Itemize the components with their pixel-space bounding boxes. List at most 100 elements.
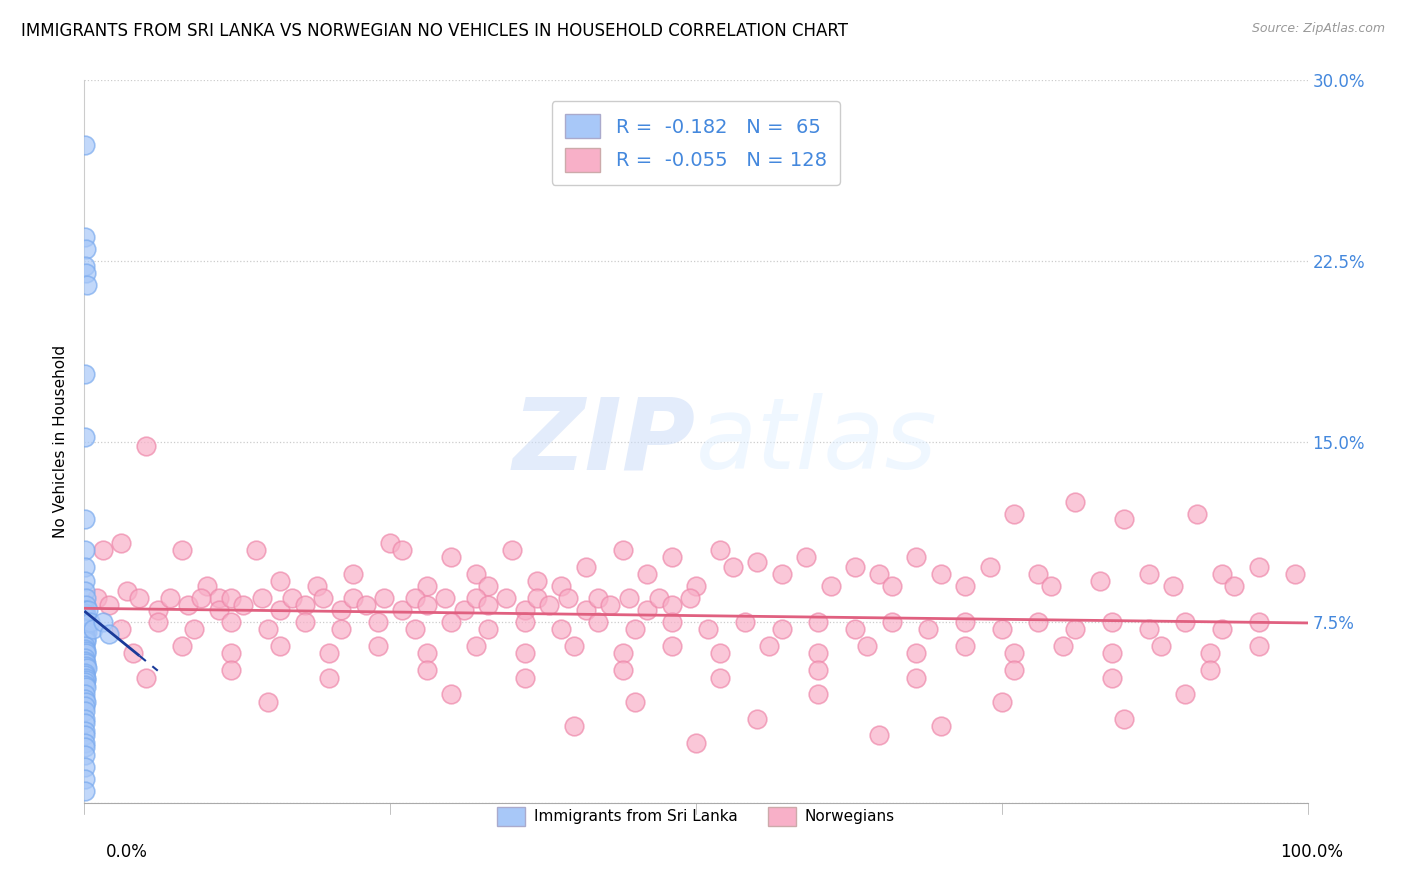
Point [73, 784, 96, 798]
Point [73, 230, 96, 244]
Point [269, 603, 291, 617]
Point [709, 647, 731, 661]
Point [219, 591, 242, 606]
Point [820, 579, 842, 593]
Point [367, 615, 389, 630]
Point [477, 579, 499, 593]
Point [624, 695, 647, 709]
Point [73, 615, 96, 630]
Point [75, 704, 97, 718]
Point [97, 627, 120, 641]
Point [110, 535, 132, 549]
Point [807, 615, 830, 630]
Point [477, 623, 499, 637]
Point [661, 615, 683, 630]
Point [250, 591, 273, 606]
Point [869, 567, 891, 582]
Point [75, 644, 97, 658]
Point [73, 542, 96, 557]
Point [709, 542, 731, 557]
Point [1284, 567, 1306, 582]
Point [550, 623, 572, 637]
Point [135, 671, 157, 685]
Point [75, 728, 97, 742]
Point [73, 747, 96, 762]
Point [905, 647, 928, 661]
Point [391, 542, 413, 557]
Point [648, 591, 671, 606]
Point [183, 623, 205, 637]
Point [617, 591, 640, 606]
Point [75, 658, 97, 673]
Point [75, 606, 97, 620]
Point [312, 591, 335, 606]
Point [550, 579, 572, 593]
Text: IMMIGRANTS FROM SRI LANKA VS NORWEGIAN NO VEHICLES IN HOUSEHOLD CORRELATION CHAR: IMMIGRANTS FROM SRI LANKA VS NORWEGIAN N… [21, 22, 848, 40]
Point [636, 567, 658, 582]
Point [513, 671, 536, 685]
Point [330, 623, 353, 637]
Point [86, 591, 108, 606]
Point [1211, 567, 1233, 582]
Point [953, 615, 976, 630]
Point [1064, 623, 1087, 637]
Point [73, 687, 96, 701]
Point [575, 559, 598, 574]
Point [232, 599, 254, 613]
Point [91, 615, 114, 630]
Point [219, 647, 242, 661]
Point [75, 632, 97, 646]
Point [679, 591, 702, 606]
Point [464, 567, 486, 582]
Point [269, 639, 291, 653]
Point [75, 641, 97, 656]
Point [73, 639, 96, 653]
Point [391, 603, 413, 617]
Point [208, 603, 231, 617]
Point [612, 647, 634, 661]
Point [73, 603, 96, 617]
Point [1002, 647, 1025, 661]
Point [464, 639, 486, 653]
Point [380, 535, 402, 549]
Y-axis label: No Vehicles in Household: No Vehicles in Household [53, 345, 69, 538]
Point [75, 673, 97, 687]
Point [76, 661, 98, 675]
Point [1174, 687, 1197, 701]
Point [73, 559, 96, 574]
Point [128, 591, 150, 606]
Point [685, 579, 707, 593]
Point [1028, 615, 1050, 630]
Point [770, 623, 793, 637]
Point [526, 574, 548, 589]
Point [464, 591, 486, 606]
Point [367, 639, 389, 653]
Point [354, 599, 377, 613]
Point [73, 723, 96, 738]
Point [612, 664, 634, 678]
Point [75, 671, 97, 685]
Point [477, 599, 499, 613]
Point [844, 623, 866, 637]
Point [434, 591, 457, 606]
Point [709, 671, 731, 685]
Point [75, 740, 97, 755]
Point [502, 542, 524, 557]
Point [1174, 615, 1197, 630]
Point [991, 623, 1014, 637]
Point [172, 542, 194, 557]
Point [513, 647, 536, 661]
Point [135, 439, 157, 453]
Point [734, 615, 756, 630]
Point [269, 574, 291, 589]
Point [526, 591, 548, 606]
Point [75, 266, 97, 280]
Text: ZIP: ZIP [513, 393, 696, 490]
Text: atlas: atlas [696, 393, 938, 490]
Point [146, 615, 169, 630]
Point [991, 695, 1014, 709]
Point [294, 615, 316, 630]
Point [440, 687, 463, 701]
Point [159, 591, 181, 606]
Point [75, 656, 97, 670]
